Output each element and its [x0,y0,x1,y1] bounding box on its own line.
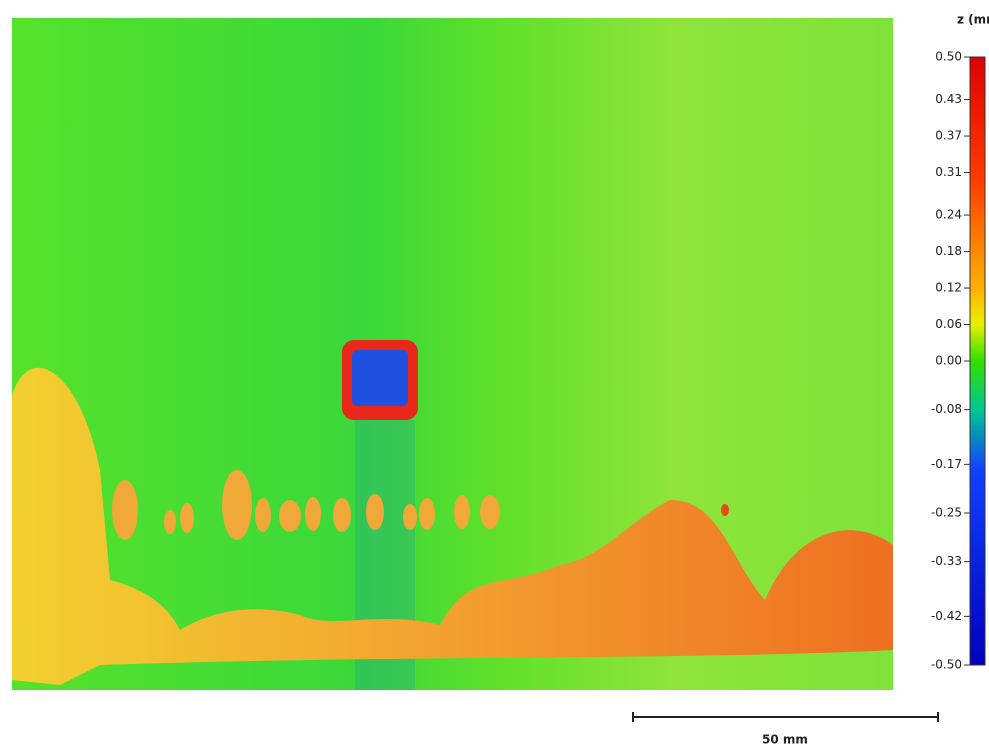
colorbar-tick-label: 0.18 [935,244,962,258]
colorbar-tick-label: -0.50 [931,658,962,672]
height-map [12,18,893,690]
colorbar-tick-label: 0.00 [935,354,962,368]
colorbar-tick-label: 0.37 [935,129,962,143]
colorbar-tick-label: -0.17 [931,457,962,471]
colorbar-tick-label: 0.50 [935,50,962,64]
warm-region [12,367,893,685]
colorbar-tick-label: 0.24 [935,208,962,222]
colorbar-ticks: 0.50 0.43 0.37 0.31 0.24 0.18 0.12 0.06 0.00 -0.0… [931,50,970,672]
colorbar-tick-label: -0.25 [931,506,962,520]
colorbar-tick-label: -0.33 [931,554,962,568]
colorbar-tick-label: 0.12 [935,281,962,295]
colorbar-tick-label: 0.43 [935,92,962,106]
colorbar [969,56,986,666]
defect-core [352,350,408,406]
colorbar-tick-label: -0.42 [931,609,962,623]
colorbar-tick-label: 0.06 [935,317,962,331]
colorbar-tick-label: 0.31 [935,165,962,179]
colorbar-title: z (mm) [957,13,989,27]
scale-bar-label: 50 mm [762,733,808,747]
map-background [12,18,893,690]
colorbar-tick-label: -0.08 [931,402,962,416]
bumps [112,470,729,540]
